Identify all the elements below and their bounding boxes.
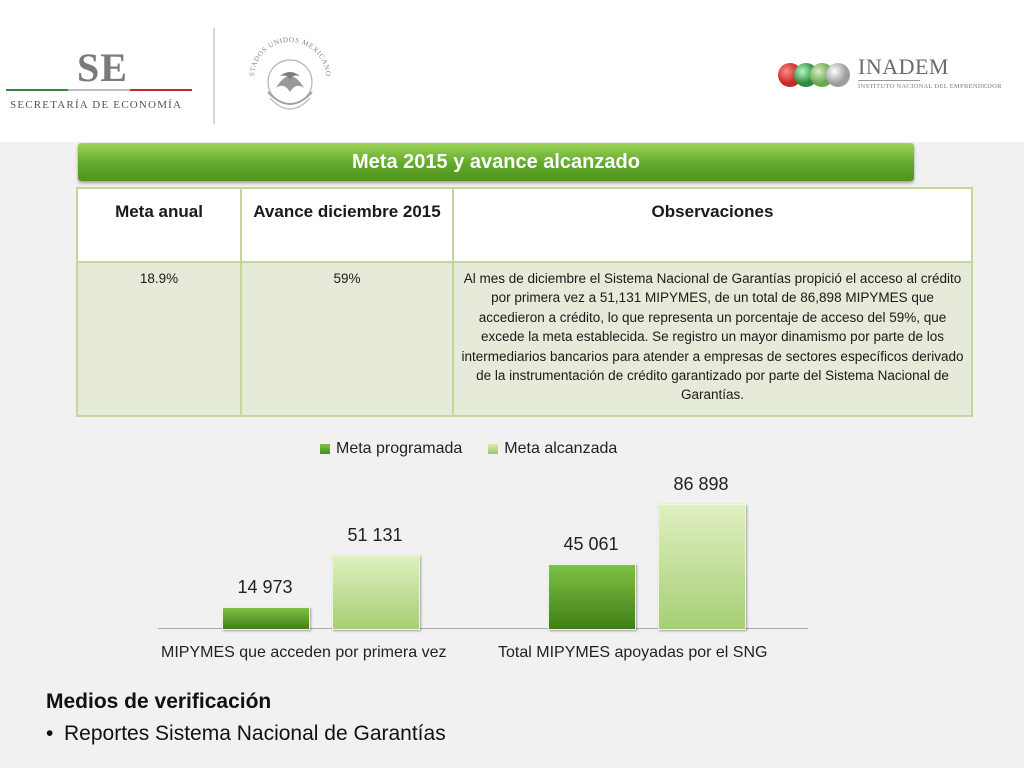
legend-item-alcanzada: Meta alcanzada: [488, 440, 617, 458]
data-label-meta-programada-2: 45 061: [563, 534, 619, 554]
legend-swatch-programada: [320, 444, 330, 454]
inadem-subtitle: INSTITUTO NACIONAL DEL EMPRENDEDOR: [858, 83, 1002, 90]
verification-heading: Medios de verificación: [46, 690, 272, 713]
table-row: 18.9% 59% Al mes de diciembre el Sistema…: [76, 261, 973, 417]
table-header-row: Meta anual Avance diciembre 2015 Observa…: [76, 187, 973, 263]
bullet-symbol: •: [46, 722, 54, 745]
se-stripe-gray: [68, 89, 130, 91]
bar-meta-alcanzada-2: [658, 504, 746, 630]
inadem-logo: INADEM INSTITUTO NACIONAL DEL EMPRENDEDO…: [776, 52, 1006, 100]
meta-table: Meta anual Avance diciembre 2015 Observa…: [76, 187, 973, 417]
header-divider: [213, 28, 215, 124]
data-label-meta-alcanzada-2: 86 898: [673, 474, 729, 494]
inadem-rule: [858, 80, 920, 81]
legend-label-alcanzada: Meta alcanzada: [504, 440, 618, 457]
legend-item-programada: Meta programada: [320, 440, 462, 458]
header: SE SECRETARÍA DE ECONOMÍA ESTADOS UNIDOS…: [0, 0, 1024, 142]
se-logo: SE SECRETARÍA DE ECONOMÍA: [0, 40, 200, 120]
legend-label-programada: Meta programada: [336, 440, 463, 457]
bar-chart: Meta programada Meta alcanzada MIPYMES q…: [150, 432, 870, 677]
cell-observaciones: Al mes de diciembre el Sistema Nacional …: [452, 261, 973, 417]
cell-avance: 59%: [240, 261, 454, 417]
data-label-meta-alcanzada-1: 51 131: [347, 525, 403, 545]
svg-text:ESTADOS UNIDOS MEXICANOS: ESTADOS UNIDOS MEXICANOS: [240, 26, 332, 77]
table-header-meta-anual: Meta anual: [76, 187, 242, 263]
table-header-avance: Avance diciembre 2015: [240, 187, 454, 263]
legend-swatch-alcanzada: [488, 444, 499, 454]
chart-x-axis: [158, 628, 808, 629]
inadem-name: INADEM: [858, 54, 949, 79]
bar-meta-programada-1: [222, 607, 310, 630]
bar-meta-programada-2: [548, 564, 636, 630]
inadem-circles-icon: [778, 63, 850, 87]
verification-list-item: • Reportes Sistema Nacional de Garantías: [46, 722, 446, 746]
mexican-seal-icon: ESTADOS UNIDOS MEXICANOS: [240, 26, 332, 110]
se-subtitle: SECRETARÍA DE ECONOMÍA: [10, 99, 183, 111]
chart-legend: Meta programada Meta alcanzada: [320, 440, 617, 458]
se-stripe-red: [130, 89, 192, 91]
se-logo-text: SE: [77, 45, 128, 90]
table-header-observaciones: Observaciones: [452, 187, 973, 263]
se-stripe-green: [6, 89, 68, 91]
section-title-banner: Meta 2015 y avance alcanzado: [78, 143, 914, 181]
verification-item-text: Reportes Sistema Nacional de Garantías: [64, 722, 446, 745]
data-label-meta-programada-1: 14 973: [237, 577, 293, 597]
bar-meta-alcanzada-1: [332, 555, 420, 630]
category-label-total: Total MIPYMES apoyadas por el SNG: [498, 644, 768, 661]
cell-meta-anual: 18.9%: [76, 261, 242, 417]
category-label-primera-vez: MIPYMES que acceden por primera vez: [161, 644, 447, 661]
